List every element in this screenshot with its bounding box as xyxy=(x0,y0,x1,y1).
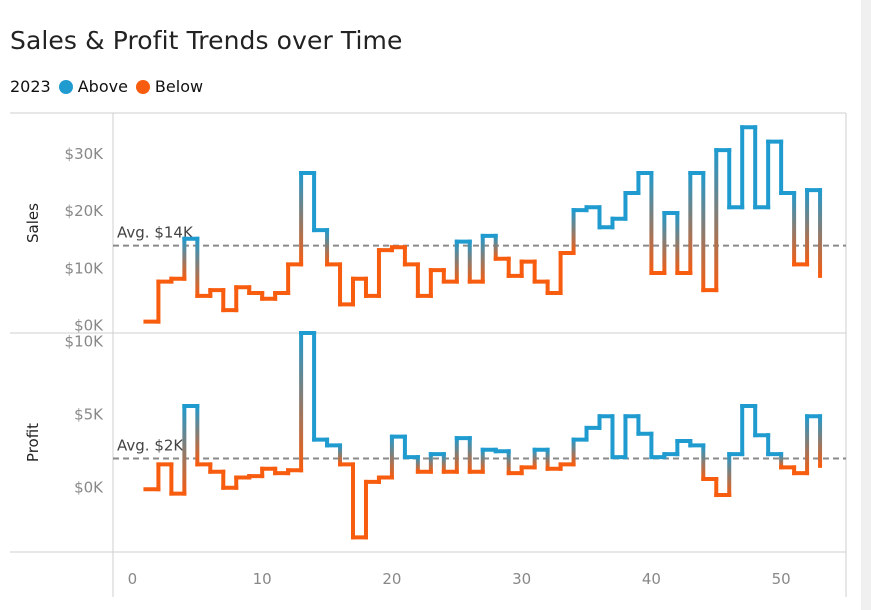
legend-below-label: Below xyxy=(154,77,204,96)
x-tick-label: 20 xyxy=(382,570,401,588)
profit-ytick-label: $5K xyxy=(74,405,104,423)
sales-ytick-label: $20K xyxy=(65,202,105,220)
sales-ytick-label: $10K xyxy=(65,259,105,277)
legend: 2023 Above Below xyxy=(10,77,203,96)
sales-average-label: Avg. $14K xyxy=(117,224,194,242)
profit-ytick-label: $0K xyxy=(74,478,104,496)
legend-below-swatch xyxy=(135,79,150,94)
sales-axis-title: Sales xyxy=(24,203,42,243)
legend-above-swatch xyxy=(58,79,73,94)
x-tick-label: 30 xyxy=(512,570,531,588)
x-tick-label: 0 xyxy=(128,570,138,588)
profit-average-label: Avg. $2K xyxy=(117,437,184,455)
chart-title: Sales & Profit Trends over Time xyxy=(10,26,403,55)
x-tick-label: 40 xyxy=(642,570,661,588)
sales-ytick-label: $0K xyxy=(74,316,104,334)
x-tick-label: 10 xyxy=(253,570,272,588)
sales-series xyxy=(143,125,823,324)
legend-above-label: Above xyxy=(77,77,128,96)
profit-ytick-label: $10K xyxy=(65,332,105,350)
profit-axis-title: Profit xyxy=(24,423,42,462)
scrollbar-strip xyxy=(861,0,871,610)
sales-ytick-label: $30K xyxy=(65,145,105,163)
legend-title: 2023 xyxy=(10,77,51,96)
profit-series xyxy=(143,331,823,540)
x-tick-label: 50 xyxy=(772,570,791,588)
